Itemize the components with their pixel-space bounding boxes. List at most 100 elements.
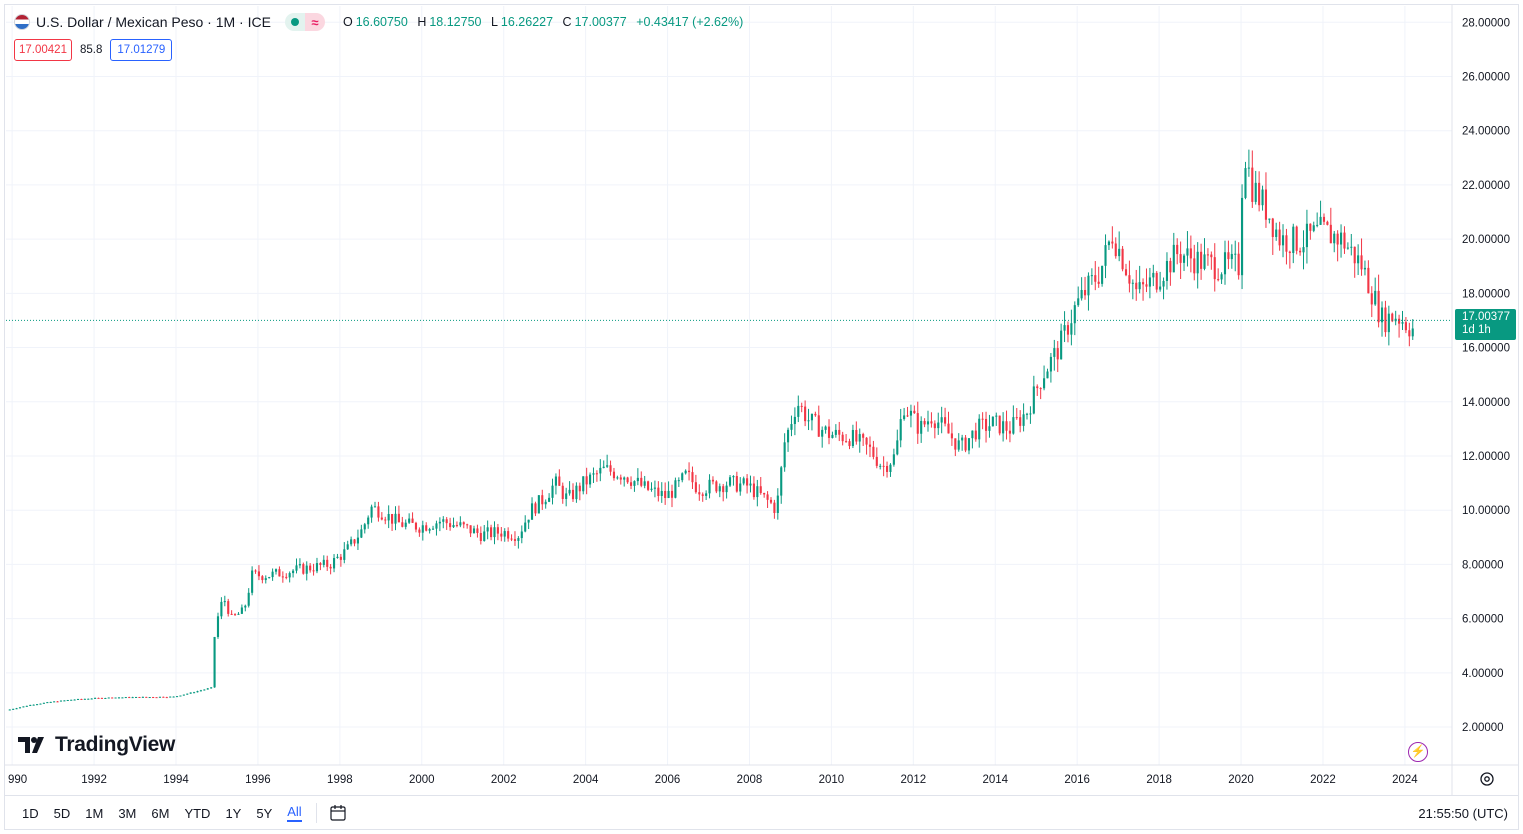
candle-body — [1032, 386, 1035, 414]
candle-body — [1131, 282, 1134, 284]
candle-body — [1275, 229, 1278, 238]
symbol-title[interactable]: U.S. Dollar / Mexican Peso · 1M · ICE — [36, 14, 271, 30]
candle-body — [913, 410, 916, 414]
candle-body — [418, 529, 421, 533]
candle-body — [1008, 430, 1011, 434]
status-pill[interactable]: ≈ — [284, 13, 325, 31]
ask-price[interactable]: 17.01279 — [110, 39, 173, 61]
candle-body — [1148, 277, 1151, 287]
candle-body — [619, 477, 622, 480]
candle-body — [1237, 253, 1240, 276]
candle-body — [524, 522, 527, 532]
candle-body — [756, 486, 759, 498]
candle-body — [411, 518, 414, 523]
range-button-all[interactable]: All — [287, 804, 302, 822]
candle-body — [705, 493, 708, 496]
range-button-1d[interactable]: 1D — [22, 805, 39, 821]
y-tick-label: 20.00000 — [1462, 234, 1510, 246]
candle-body — [274, 569, 278, 572]
candle-body — [1339, 232, 1343, 245]
candle-body — [339, 556, 342, 560]
candle-body — [1223, 252, 1227, 275]
candle-body — [988, 426, 991, 431]
toolbar-divider — [315, 803, 317, 823]
candle-body — [909, 410, 913, 416]
calendar-range-icon[interactable] — [329, 804, 347, 822]
candle-body — [360, 529, 363, 538]
candle-body — [1350, 246, 1353, 248]
candle-body — [1107, 241, 1110, 246]
candle-body — [1090, 275, 1093, 277]
candle-body — [292, 570, 295, 574]
y-tick-label: 14.00000 — [1462, 397, 1510, 409]
candle-body — [332, 558, 336, 569]
range-button-5y[interactable]: 5Y — [256, 805, 273, 821]
candle-body — [592, 473, 595, 475]
x-tick-label: 2016 — [1064, 774, 1090, 786]
candle-body — [575, 485, 578, 500]
candle-body — [312, 570, 315, 572]
candle-body — [210, 687, 213, 689]
y-tick-label: 16.00000 — [1462, 343, 1510, 355]
open-label: O — [342, 15, 353, 29]
candle-body — [128, 697, 131, 699]
candle-body — [1189, 248, 1192, 259]
range-button-6m[interactable]: 6M — [151, 805, 170, 821]
candle-body — [216, 616, 220, 637]
candle-body — [175, 696, 179, 698]
candle-body — [1162, 280, 1165, 287]
candle-body — [240, 607, 243, 614]
candle-body — [285, 576, 288, 578]
candle-body — [1319, 216, 1322, 225]
candle-body — [1309, 223, 1312, 231]
candle-body — [179, 695, 182, 697]
candle-body — [653, 487, 656, 489]
candle-body — [688, 470, 691, 473]
high-value: 18.12750 — [429, 15, 482, 29]
candle-body — [213, 636, 216, 688]
range-button-1y[interactable]: 1Y — [225, 805, 242, 821]
range-button-1m[interactable]: 1M — [85, 805, 104, 821]
candle-body — [541, 495, 544, 505]
x-tick-label: 1998 — [327, 774, 353, 786]
candle-body — [865, 437, 868, 445]
delayed-data-icon[interactable]: ≈ — [304, 13, 325, 31]
candle-body — [1203, 254, 1206, 269]
candle-body — [155, 697, 158, 699]
candle-body — [206, 688, 209, 690]
candle-body — [1200, 251, 1203, 269]
range-button-5d[interactable]: 5D — [53, 805, 71, 821]
candle-body — [1019, 417, 1022, 426]
candle-body — [32, 704, 35, 706]
candle-body — [29, 704, 32, 706]
candle-body — [302, 564, 305, 574]
range-button-ytd[interactable]: YTD — [184, 805, 211, 821]
candle-body — [1295, 226, 1298, 251]
x-tick-label: 2004 — [573, 774, 599, 786]
candle-body — [718, 486, 721, 492]
candle-body — [926, 421, 930, 425]
lightning-icon[interactable]: ⚡ — [1408, 742, 1428, 762]
candle-body — [315, 563, 319, 572]
candle-body — [776, 495, 779, 513]
candle-body — [899, 419, 902, 441]
candle-body — [1288, 251, 1291, 254]
bid-price[interactable]: 17.00421 — [14, 39, 72, 61]
range-button-3m[interactable]: 3M — [118, 805, 137, 821]
candle-body — [650, 488, 653, 490]
candle-body — [220, 601, 223, 617]
candle-body — [892, 454, 895, 465]
symbol-legend[interactable]: U.S. Dollar / Mexican Peso · 1M · ICE ≈ … — [14, 12, 746, 32]
utc-clock[interactable]: 21:55:50 (UTC) — [1418, 805, 1508, 821]
candle-body — [1005, 421, 1008, 431]
candle-body — [1022, 414, 1025, 426]
candle-body — [896, 440, 899, 455]
candle-body — [278, 569, 281, 577]
gear-icon[interactable] — [1478, 770, 1496, 788]
tradingview-mark-icon — [18, 737, 44, 753]
candle-body — [606, 465, 609, 467]
candle-body — [684, 470, 687, 474]
candle-body — [623, 477, 626, 480]
tradingview-logo[interactable]: TradingView — [18, 733, 175, 757]
